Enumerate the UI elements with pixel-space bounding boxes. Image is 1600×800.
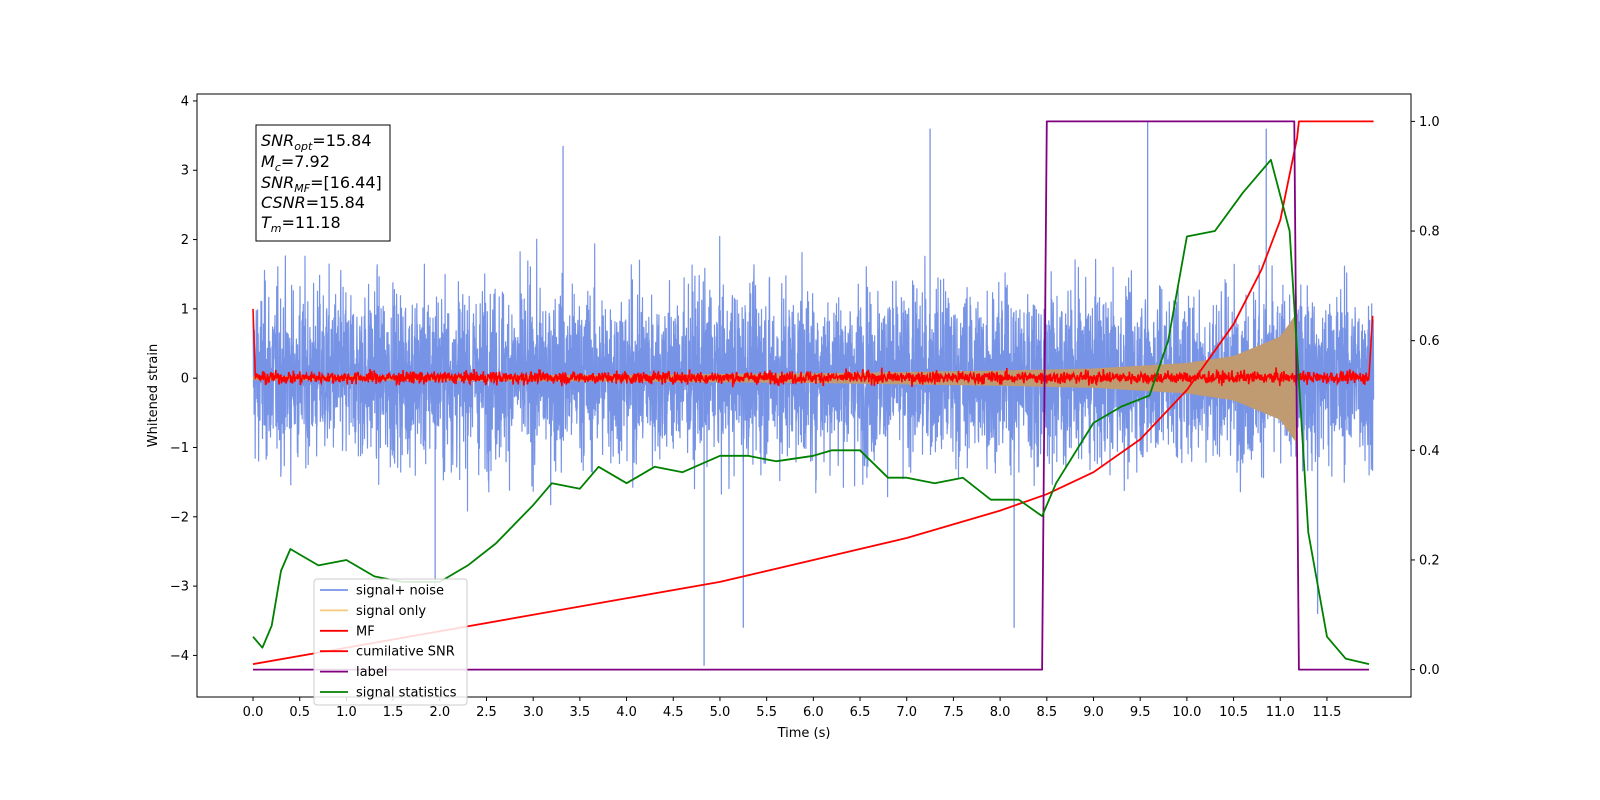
info-snr-mf: SNRMF=[16.44] (261, 173, 382, 195)
x-tick-label: 3.0 (523, 705, 544, 720)
y2-tick-label: 1.0 (1419, 115, 1440, 130)
x-axis: 0.0 0.5 1.0 1.5 2.0 2.5 3.0 3.5 4.0 4.5 5.0 5.5 6.0 6… (243, 697, 1341, 720)
y-tick-label: −4 (170, 649, 189, 664)
legend-label: cumilative SNR (356, 645, 455, 660)
legend-label: label (356, 665, 387, 680)
legend-box (313, 578, 468, 706)
axes-frame (196, 93, 1412, 698)
y2-tick-label: 0.8 (1419, 225, 1440, 240)
y-tick-label: 4 (181, 94, 189, 109)
series-signal-statistics (252, 158, 1370, 665)
series-mf (252, 308, 1374, 388)
x-tick-label: 11.0 (1266, 705, 1295, 720)
legend-label: signal only (356, 604, 426, 619)
x-tick-label: 0.0 (243, 705, 264, 720)
y-tick-label: 3 (181, 164, 189, 179)
info-box: SNRopt=15.84 Mc=7.92 SNRMF=[16.44] CSNR=… (255, 124, 391, 242)
x-tick-label: 8.5 (1036, 705, 1057, 720)
series-label (253, 120, 1369, 671)
x-tick-label: 9.5 (1130, 705, 1151, 720)
x-tick-label: 7.5 (943, 705, 964, 720)
x-tick-label: 6.5 (850, 705, 871, 720)
x-tick-label: 4.5 (663, 705, 684, 720)
x-tick-label: 10.5 (1219, 705, 1248, 720)
x-tick-label: 5.0 (710, 705, 731, 720)
x-tick-label: 4.0 (616, 705, 637, 720)
legend: signal+ noise signal only MF cumilative SNR… (313, 578, 468, 706)
y-tick-label: −1 (170, 441, 189, 456)
y-axis-left: −4 −3 −2 −1 0 1 2 3 4 (170, 94, 197, 664)
x-tick-label: 10.0 (1172, 705, 1201, 720)
x-tick-label: 6.0 (803, 705, 824, 720)
info-csnr: CSNR=15.84 (261, 193, 365, 212)
y-tick-label: −3 (170, 580, 189, 595)
x-tick-label: 1.0 (336, 705, 357, 720)
x-tick-label: 3.5 (570, 705, 591, 720)
x-tick-label: 0.5 (289, 705, 310, 720)
x-tick-label: 2.5 (476, 705, 497, 720)
info-snr-opt: SNRopt=15.84 (261, 131, 372, 153)
y-axis-label: Whitened strain (146, 344, 161, 447)
legend-label: signal statistics (356, 686, 457, 701)
y2-tick-label: 0.0 (1419, 663, 1440, 678)
plot-area (252, 120, 1375, 671)
x-tick-label: 2.0 (429, 705, 450, 720)
y-tick-label: 1 (181, 302, 189, 317)
x-tick-label: 7.0 (896, 705, 917, 720)
x-tick-label: 1.5 (383, 705, 404, 720)
info-mc: Mc=7.92 (261, 152, 330, 174)
x-tick-label: 5.5 (756, 705, 777, 720)
y2-tick-label: 0.2 (1419, 553, 1440, 568)
y2-tick-label: 0.6 (1419, 334, 1440, 349)
y-tick-label: −2 (170, 510, 189, 525)
x-axis-label: Time (s) (777, 726, 831, 741)
legend-label: signal+ noise (356, 584, 444, 599)
info-tm: Tm=11.18 (261, 213, 341, 235)
x-tick-label: 9.0 (1083, 705, 1104, 720)
legend-label: MF (356, 624, 375, 639)
series-cumulative-snr (252, 120, 1374, 665)
y-tick-label: 0 (181, 372, 189, 387)
y2-tick-label: 0.4 (1419, 444, 1440, 459)
y-axis-right: 0.0 0.2 0.4 0.6 0.8 1.0 (1411, 115, 1440, 678)
x-tick-label: 8.0 (990, 705, 1011, 720)
y-tick-label: 2 (181, 233, 189, 248)
x-tick-label: 11.5 (1312, 705, 1341, 720)
